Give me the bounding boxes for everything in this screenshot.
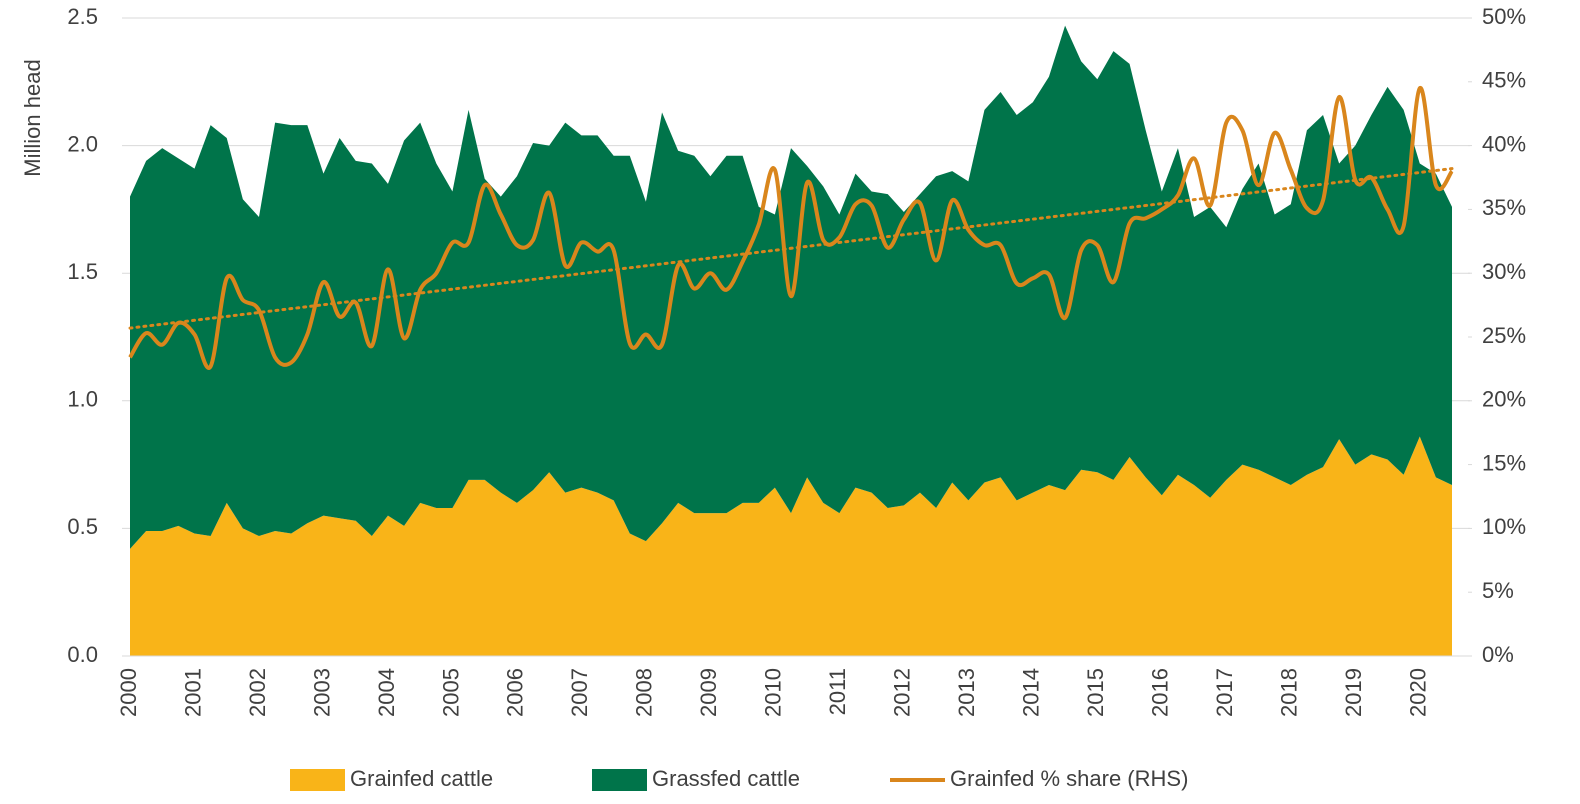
x-tick-label: 2003 [309, 668, 334, 717]
y2-tick-label: 0% [1482, 642, 1514, 667]
y2-tick-label: 30% [1482, 259, 1526, 284]
y-tick-label: 2.0 [67, 131, 98, 156]
x-tick-label: 2004 [374, 668, 399, 717]
x-tick-label: 2015 [1083, 668, 1108, 717]
legend-label: Grassfed cattle [652, 766, 800, 791]
x-tick-label: 2014 [1019, 668, 1044, 717]
legend-swatch [290, 769, 345, 791]
y2-tick-label: 20% [1482, 387, 1526, 412]
y2-tick-label: 40% [1482, 131, 1526, 156]
trendline [128, 167, 1454, 330]
y2-tick-label: 25% [1482, 323, 1526, 348]
area [130, 436, 1452, 656]
x-tick-label: 2012 [890, 668, 915, 717]
x-tick-label: 2005 [438, 668, 463, 717]
legend-swatch [592, 769, 647, 791]
x-tick-label: 2008 [632, 668, 657, 717]
y-tick-label: 1.0 [67, 387, 98, 412]
x-tick-label: 2018 [1277, 668, 1302, 717]
y2-tick-label: 45% [1482, 68, 1526, 93]
y-tick-label: 1.5 [67, 259, 98, 284]
x-tick-label: 2002 [245, 668, 270, 717]
x-tick-label: 2017 [1212, 668, 1237, 717]
legend-label: Grainfed % share (RHS) [950, 766, 1188, 791]
x-tick-label: 2013 [954, 668, 979, 717]
x-tick-label: 2010 [761, 668, 786, 717]
x-tick-label: 2007 [567, 668, 592, 717]
y-axis-title: Million head [20, 59, 45, 176]
y2-tick-label: 15% [1482, 450, 1526, 475]
x-tick-label: 2000 [116, 668, 141, 717]
y2-tick-label: 35% [1482, 195, 1526, 220]
x-tick-label: 2001 [180, 668, 205, 717]
line [128, 86, 1454, 370]
x-tick-label: 2009 [696, 668, 721, 717]
x-tick-label: 2011 [825, 668, 850, 715]
y2-tick-label: 5% [1482, 578, 1514, 603]
legend-label: Grainfed cattle [350, 766, 493, 791]
x-tick-label: 2020 [1406, 668, 1431, 717]
y2-tick-label: 10% [1482, 514, 1526, 539]
x-tick-label: 2006 [503, 668, 528, 717]
y-tick-label: 0.0 [67, 642, 98, 667]
y-tick-label: 0.5 [67, 514, 98, 539]
y-tick-label: 2.5 [67, 4, 98, 29]
x-tick-label: 2016 [1148, 668, 1173, 717]
area [130, 25, 1452, 549]
x-tick-label: 2019 [1341, 668, 1366, 717]
y2-tick-label: 50% [1482, 4, 1526, 29]
